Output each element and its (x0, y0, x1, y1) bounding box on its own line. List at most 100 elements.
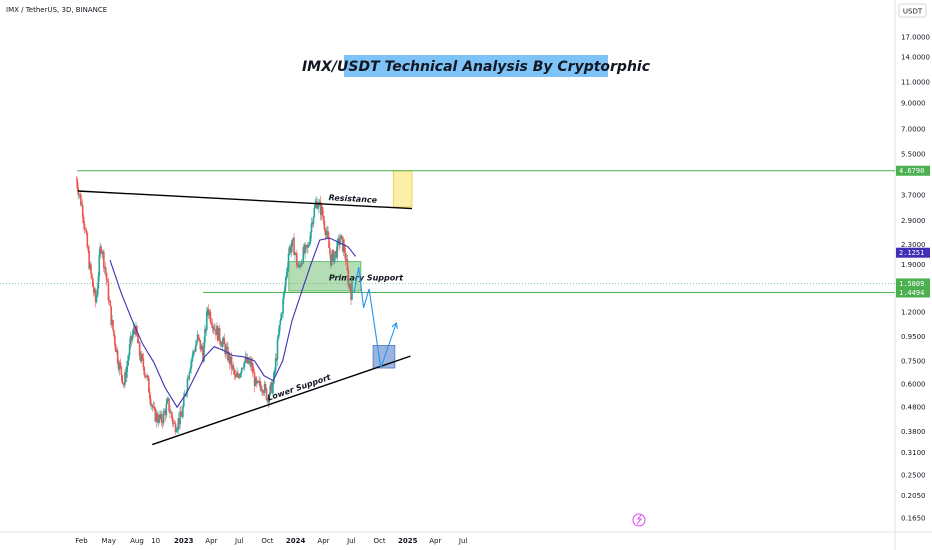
currency-button[interactable]: USDT (898, 3, 927, 18)
candle-body (268, 394, 271, 403)
price-tag-ma (896, 247, 930, 258)
candle-body (239, 374, 241, 378)
candle-body (94, 290, 97, 303)
candle-body (287, 253, 290, 267)
candle-body (160, 414, 163, 423)
candle-body (274, 358, 277, 371)
candle-body (309, 231, 312, 243)
price-axis[interactable]: 17.0000 14.0000 11.0000 9.0000 7.0000 5.5000 3… (901, 33, 930, 522)
time-axis[interactable]: Feb May Aug 10 2023 Apr Jul Oct 2024 Apr Jul Oct 202… (75, 537, 467, 545)
candle-body (132, 328, 135, 335)
candle-body (209, 311, 212, 322)
candle-body (200, 345, 203, 350)
candle-body (178, 418, 181, 425)
candle-body (340, 235, 342, 240)
candle-body (169, 411, 171, 413)
candle-body (155, 413, 158, 422)
candle-body (297, 265, 300, 267)
candle-body (317, 206, 319, 209)
candle-body (243, 361, 246, 367)
candle-body (304, 244, 306, 254)
candle-body (295, 252, 297, 254)
candle-body (107, 282, 110, 301)
candle-body (125, 372, 127, 378)
candle-body (97, 276, 100, 289)
candle-body (219, 340, 222, 345)
candle-body (127, 355, 130, 361)
candle-body (229, 356, 232, 364)
candle-body (216, 326, 218, 336)
candle-body (339, 239, 341, 245)
candle-body (202, 351, 204, 362)
price-tick-label: 0.3800 (901, 428, 926, 436)
candle-body (278, 325, 281, 335)
candle-body (283, 291, 285, 299)
candle-body (245, 357, 248, 363)
candle-body (98, 254, 101, 277)
candle-body (346, 259, 349, 271)
candle-body (82, 216, 85, 224)
candle-body (330, 254, 333, 266)
candle-body (269, 385, 271, 395)
primary-support-label: Primary Support (329, 273, 404, 282)
candle-body (179, 411, 181, 425)
candle-body (152, 406, 155, 408)
candle-body (79, 193, 81, 195)
candles-layer (75, 176, 353, 435)
candle-body (284, 277, 287, 287)
candle-body (286, 266, 289, 273)
candle-body (253, 372, 256, 387)
candle-body (271, 382, 273, 394)
candle-body (182, 406, 184, 418)
candle-body (92, 286, 95, 293)
price-tick-label: 0.3100 (901, 449, 926, 457)
candle-body (88, 251, 90, 269)
candle-body (246, 357, 249, 363)
candle-body (129, 336, 132, 345)
time-tick-label: May (102, 537, 116, 545)
candle-body (103, 251, 105, 269)
candle-body (321, 206, 324, 217)
moving-average-line (109, 237, 357, 409)
candle-body (102, 251, 104, 254)
candle-body (142, 358, 145, 368)
price-tick-label: 0.1650 (901, 515, 926, 523)
candle-body (75, 179, 78, 181)
candle-body (238, 375, 240, 378)
symbol-info: IMX / TetherUS, 3D, BINANCE (6, 6, 107, 14)
candle-body (272, 383, 274, 394)
candle-body (218, 328, 221, 341)
candle-body (277, 334, 280, 340)
candle-body (291, 239, 294, 248)
candle-body (288, 246, 291, 254)
candle-body (322, 216, 325, 221)
candle-body (87, 246, 90, 252)
ma-layer (109, 237, 357, 409)
candle-body (250, 360, 252, 367)
candle-body (115, 344, 117, 352)
candle-body (150, 405, 153, 406)
candle-body (299, 265, 302, 267)
tradingview-logo-icon[interactable] (632, 513, 646, 527)
candle-body (168, 398, 170, 412)
candle-body (210, 321, 213, 325)
candle-body (111, 320, 113, 325)
candle-body (262, 389, 264, 393)
candle-body (151, 405, 154, 408)
candle-body (328, 238, 330, 248)
candle-body (205, 311, 208, 331)
candle-body (296, 253, 298, 266)
candle-body (303, 247, 305, 254)
candle-body (250, 363, 253, 367)
candle-body (236, 373, 238, 378)
candle-body (116, 350, 119, 364)
candle-body (232, 365, 235, 370)
candle-body (222, 337, 225, 342)
candle-body (145, 375, 147, 378)
time-tick-label: Oct (261, 537, 273, 545)
candle-body (201, 345, 203, 352)
candle-body (300, 262, 303, 267)
candle-body (160, 414, 162, 419)
candle-body (234, 374, 237, 376)
